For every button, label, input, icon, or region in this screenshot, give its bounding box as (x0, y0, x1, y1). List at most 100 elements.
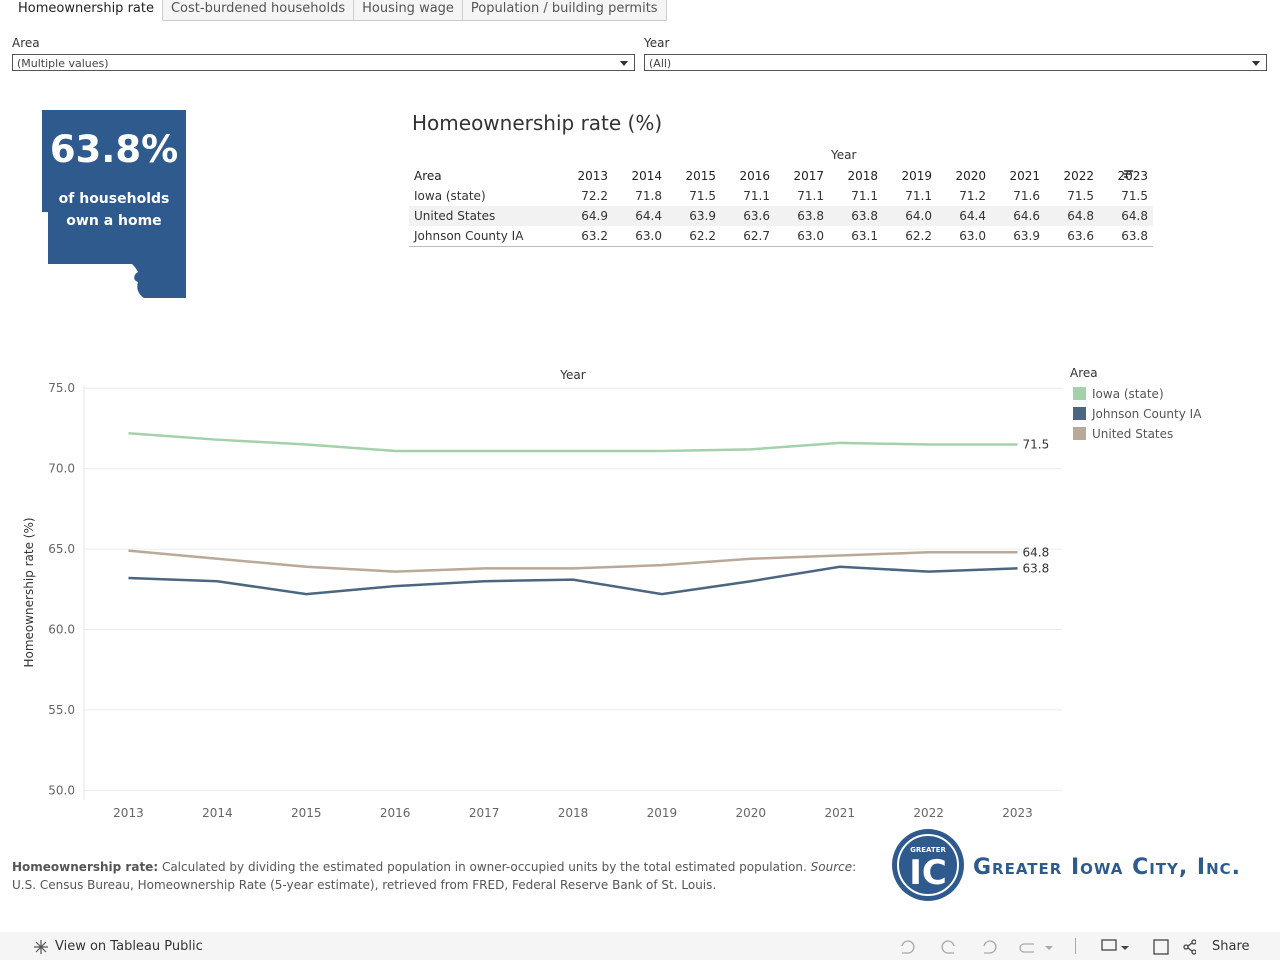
table-cell: 71.5 (689, 189, 716, 203)
tab[interactable]: Homeownership rate (10, 0, 163, 21)
table-cell: 63.6 (721, 206, 775, 226)
source-label: Source (810, 860, 853, 874)
table-cell: 71.8 (635, 189, 662, 203)
table-cell: 71.5 (1067, 189, 1094, 203)
data-table: Area 2013 2014 2015 2016 2017 2018 2019 2020 2021… (409, 166, 1153, 247)
end-label: 63.8 (1023, 561, 1050, 575)
kpi-card: 63.8% of households own a home (42, 110, 186, 298)
table-cell: 63.1 (829, 226, 883, 247)
row-label: Johnson County IA (409, 226, 559, 247)
y-tick-label: 50.0 (48, 783, 75, 797)
column-header: Area (414, 169, 442, 183)
x-tick-label: 2016 (380, 806, 411, 820)
tab[interactable]: Housing wage (354, 0, 463, 21)
filter-dropdown[interactable]: (Multiple values) (12, 54, 635, 71)
table-cell: 63.9 (667, 206, 721, 226)
table-cell: 64.0 (883, 206, 937, 226)
series-line (128, 565, 1018, 596)
y-tick-label: 60.0 (48, 622, 75, 636)
tableau-link[interactable]: View on Tableau Public (55, 939, 203, 954)
legend-swatch (1073, 407, 1086, 420)
share-button[interactable]: Share (1212, 939, 1250, 954)
x-tick-label: 2014 (202, 806, 233, 820)
table-cell: 71.6 (1013, 189, 1040, 203)
x-tick-label: 2013 (113, 806, 144, 820)
table-row: Iowa (state) 72.2 71.8 71.5 71.1 71.1 71.1 71.1… (409, 186, 1153, 206)
column-header: 2014 (631, 169, 662, 183)
series-line (128, 549, 1018, 573)
legend-label: Johnson County IA (1091, 407, 1202, 421)
table-cell: 62.2 (667, 226, 721, 247)
column-header: 2016 (739, 169, 770, 183)
legend-label: United States (1092, 427, 1173, 441)
tableau-icon (34, 940, 48, 954)
table-row: Johnson County IA 63.2 63.0 62.2 62.7 63.0 63.… (409, 226, 1153, 247)
table-cell: 62.2 (883, 226, 937, 247)
footnote-lead: Homeownership rate: (12, 860, 159, 874)
x-tick-label: 2023 (1002, 806, 1033, 820)
table-cell: 63.8 (829, 206, 883, 226)
table-cell: 64.8 (1045, 206, 1099, 226)
column-header: 2013 (577, 169, 608, 183)
table-cell: 72.2 (581, 189, 608, 203)
x-tick-label: 2022 (913, 806, 944, 820)
row-label: United States (409, 206, 559, 226)
x-tick-label: 2017 (469, 806, 500, 820)
y-tick-label: 65.0 (48, 542, 75, 556)
logo-letters: IC (909, 853, 947, 893)
column-header: 2019 (901, 169, 932, 183)
column-group: Year (831, 148, 857, 162)
toolbar-icons[interactable] (1100, 938, 1196, 956)
x-tick-label: 2021 (824, 806, 855, 820)
table-cell: 64.8 (1099, 206, 1153, 226)
table-row: United States 64.9 64.4 63.9 63.6 63.8 63.8 64.… (409, 206, 1153, 226)
table-cell: 64.6 (991, 206, 1045, 226)
table-cell: 63.2 (559, 226, 613, 247)
table-cell: 63.9 (991, 226, 1045, 247)
undo-redo-icons[interactable] (898, 938, 1068, 956)
filter-label: Year (644, 36, 670, 50)
legend-swatch (1073, 427, 1086, 440)
table-cell: 62.7 (721, 226, 775, 247)
legend-label: Iowa (state) (1092, 387, 1164, 401)
x-tick-label: 2020 (736, 806, 767, 820)
column-header: 2017 (793, 169, 824, 183)
source-text: : U.S. Census Bureau, Homeownership Rate… (12, 860, 857, 892)
table-cell: 71.1 (797, 189, 824, 203)
table-cell: 71.2 (959, 189, 986, 203)
table-cell: 63.0 (613, 226, 667, 247)
kpi-text: of households (59, 191, 170, 207)
x-axis-title: Year (559, 368, 585, 382)
end-label: 71.5 (1023, 438, 1050, 452)
tab[interactable]: Cost-burdened households (162, 0, 355, 21)
x-tick-label: 2015 (291, 806, 322, 820)
county-shape (42, 110, 186, 298)
table-cell: 64.4 (937, 206, 991, 226)
end-label: 64.8 (1023, 545, 1050, 559)
footnote: Homeownership rate: Calculated by dividi… (12, 858, 872, 894)
table-cell: 71.1 (743, 189, 770, 203)
filter-label: Area (12, 36, 40, 50)
y-tick-label: 55.0 (48, 703, 75, 717)
sort-icon[interactable] (1123, 169, 1135, 181)
logo-badge (892, 829, 964, 901)
legend-swatch (1073, 387, 1086, 400)
filter-dropdown[interactable]: (All) (644, 54, 1267, 71)
y-axis-title: Homeownership rate (%) (22, 517, 36, 667)
x-tick-label: 2018 (558, 806, 589, 820)
legend-title: Area (1070, 366, 1098, 380)
table-cell: 71.1 (905, 189, 932, 203)
y-tick-label: 70.0 (48, 462, 75, 476)
table-cell: 63.6 (1045, 226, 1099, 247)
series-line (128, 432, 1018, 453)
table-cell: 63.8 (1099, 226, 1153, 247)
table-cell: 64.4 (613, 206, 667, 226)
table-cell: 71.1 (851, 189, 878, 203)
tab[interactable]: Population / building permits (462, 0, 667, 21)
column-header: 2020 (955, 169, 986, 183)
row-label: Iowa (state) (414, 189, 486, 203)
divider (1075, 938, 1076, 954)
table-cell: 63.0 (937, 226, 991, 247)
